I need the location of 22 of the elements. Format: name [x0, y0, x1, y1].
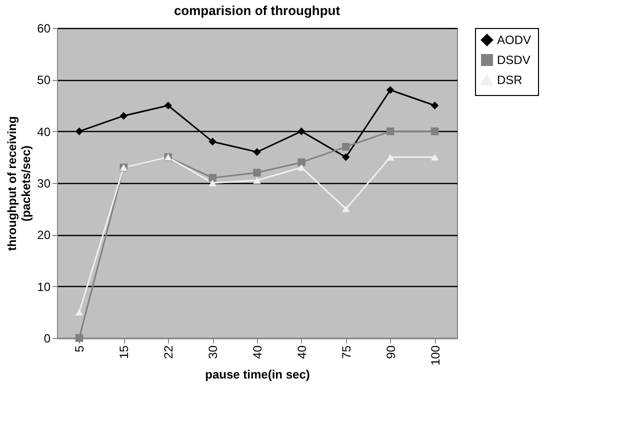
y-tick-label: 60	[37, 22, 51, 36]
y-tick-label: 30	[37, 176, 51, 190]
y-tick-label: 10	[37, 280, 51, 294]
x-axis-title: pause time(in sec)	[205, 368, 310, 382]
x-tick-label: 40	[294, 345, 309, 359]
legend-label: DSDV	[497, 53, 530, 67]
x-tick-label: 5	[72, 345, 87, 352]
y-tick-label: 50	[37, 73, 51, 88]
x-tick-label: 40	[250, 345, 264, 359]
x-tick-label: 90	[384, 345, 398, 359]
x-tick-label: 30	[206, 345, 220, 359]
y-tick-label: 0	[44, 332, 51, 346]
x-tick-label: 75	[339, 345, 354, 359]
x-tick-label: 15	[117, 345, 132, 359]
legend-label: AODV	[497, 33, 532, 47]
y-axis-title: throughput of receiving (packets/sec)	[5, 116, 34, 251]
y-tick-label: 20	[37, 228, 51, 242]
x-tick-label: 22	[162, 345, 176, 359]
x-tick-label: 100	[428, 345, 442, 366]
legend-label: DSR	[497, 73, 523, 87]
y-tick-label: 40	[37, 124, 51, 139]
chart-title: comparision of throughput	[174, 3, 341, 18]
